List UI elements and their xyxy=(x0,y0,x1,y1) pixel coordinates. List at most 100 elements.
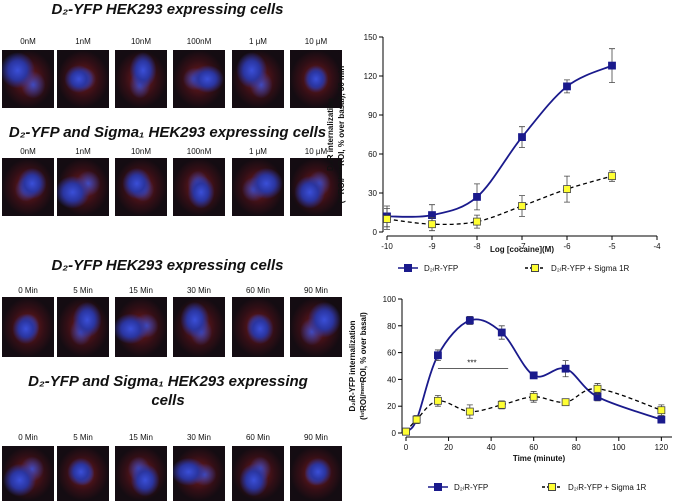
marker xyxy=(608,61,616,70)
panel-label: 90 Min xyxy=(303,433,328,442)
micrograph xyxy=(290,158,342,216)
marker xyxy=(473,217,481,226)
y-tick-label: 150 xyxy=(364,33,378,42)
panel-title: D₂-YFP and Sigma₁ HEK293 expressing cell… xyxy=(28,373,308,409)
marker xyxy=(518,133,526,142)
micrograph xyxy=(115,50,167,108)
x-tick-label: 0 xyxy=(404,443,409,452)
panel-label: 100nM xyxy=(186,147,212,156)
panel-label: 1 μM xyxy=(249,147,267,156)
micrograph xyxy=(232,446,284,501)
x-tick-label: 80 xyxy=(572,443,581,452)
panel-label: 1nM xyxy=(75,147,91,156)
micrograph xyxy=(173,158,225,216)
panel-label: 0 Min xyxy=(18,433,38,442)
legend-label: D₂ₗR-YFP + Sigma 1R xyxy=(568,483,647,492)
micrograph xyxy=(173,50,225,108)
x-tick-label: 100 xyxy=(612,443,626,452)
x-axis-label: Log [cocaine](M) xyxy=(490,245,554,254)
marker xyxy=(561,398,570,407)
legend-marker xyxy=(548,483,556,491)
legend-marker xyxy=(434,483,442,491)
panel-label: 1nM xyxy=(75,37,91,46)
y-tick-label: 120 xyxy=(364,72,378,81)
marker xyxy=(428,220,436,229)
panel-title: D₂-YFP HEK293 expressing cells xyxy=(51,1,284,18)
marker xyxy=(434,396,442,405)
x-tick-label: -6 xyxy=(563,242,571,251)
marker xyxy=(412,415,421,424)
panel-label: 5 Min xyxy=(73,286,93,295)
micrograph xyxy=(290,446,342,501)
micrograph xyxy=(2,50,54,108)
panel-label: 5 Min xyxy=(73,433,93,442)
marker xyxy=(561,364,570,373)
y-tick-label: 20 xyxy=(387,402,396,411)
x-tick-label: 20 xyxy=(444,443,453,452)
marker xyxy=(563,82,571,91)
y-axis-label: (ⁱⁿᵗROI/ᵐᵉᵐROI, % over basal), 30 min xyxy=(336,66,346,204)
x-tick-label: 60 xyxy=(529,443,538,452)
panel-title: D₂-YFP and Sigma₁ HEK293 expressing cell… xyxy=(8,124,327,141)
x-tick-label: -8 xyxy=(473,242,481,251)
micrograph xyxy=(115,158,167,216)
panel-label: 0nM xyxy=(20,37,36,46)
y-tick-label: 80 xyxy=(387,322,396,331)
y-axis-label: D₂ₗR-YFP internalization xyxy=(348,320,357,411)
panel-label: 30 Min xyxy=(186,433,211,442)
panel-label: 0nM xyxy=(20,147,36,156)
panel-title: D₂-YFP HEK293 expressing cells xyxy=(51,257,284,274)
micrograph xyxy=(173,297,225,357)
y-tick-label: 100 xyxy=(383,295,397,304)
x-tick-label: -9 xyxy=(428,242,436,251)
panel-label: 15 Min xyxy=(128,433,153,442)
x-tick-label: 40 xyxy=(487,443,496,452)
y-tick-label: 40 xyxy=(387,375,396,384)
marker xyxy=(608,172,616,181)
panel-label: 10nM xyxy=(130,147,151,156)
x-tick-label: -4 xyxy=(653,242,661,251)
micrograph xyxy=(57,297,109,357)
y-tick-label: 60 xyxy=(368,150,377,159)
micrograph xyxy=(115,446,167,501)
y-axis-label: (ⁱⁿᵗROI/ᵐᵉᵐROI, % over basal) xyxy=(358,312,368,420)
fit-line xyxy=(386,175,613,226)
marker xyxy=(434,351,442,360)
panel-label: 10 μM xyxy=(304,37,328,46)
marker xyxy=(518,202,526,210)
panel-label: 10 μM xyxy=(304,147,328,156)
marker xyxy=(473,192,481,201)
legend-label: D₂ₗR-YFP xyxy=(424,264,458,273)
legend-marker xyxy=(404,264,412,272)
panel-label: 60 Min xyxy=(245,286,270,295)
micrograph xyxy=(2,446,54,501)
panel-label: 100nM xyxy=(186,37,212,46)
micrograph xyxy=(57,446,109,501)
y-tick-label: 0 xyxy=(373,228,378,237)
micrograph xyxy=(57,158,109,216)
y-tick-label: 60 xyxy=(387,349,396,358)
x-tick-label: -7 xyxy=(518,242,526,251)
panel-label: 30 Min xyxy=(186,286,211,295)
micrograph xyxy=(232,297,284,357)
micrograph xyxy=(173,446,225,501)
micrograph xyxy=(57,50,109,108)
marker xyxy=(465,316,474,325)
annotation: *** xyxy=(467,359,476,368)
marker xyxy=(563,185,571,194)
marker xyxy=(657,406,666,415)
x-tick-label: 120 xyxy=(655,443,669,452)
marker xyxy=(383,215,391,223)
legend-marker xyxy=(531,264,539,272)
marker xyxy=(465,407,474,416)
micrograph xyxy=(290,297,342,357)
panel-label: 10nM xyxy=(130,37,151,46)
panel-label: 90 Min xyxy=(303,286,328,295)
marker xyxy=(402,427,410,436)
marker xyxy=(529,392,538,401)
fit-line xyxy=(405,388,662,433)
micrograph xyxy=(2,158,54,216)
panel-label: 60 Min xyxy=(245,433,270,442)
